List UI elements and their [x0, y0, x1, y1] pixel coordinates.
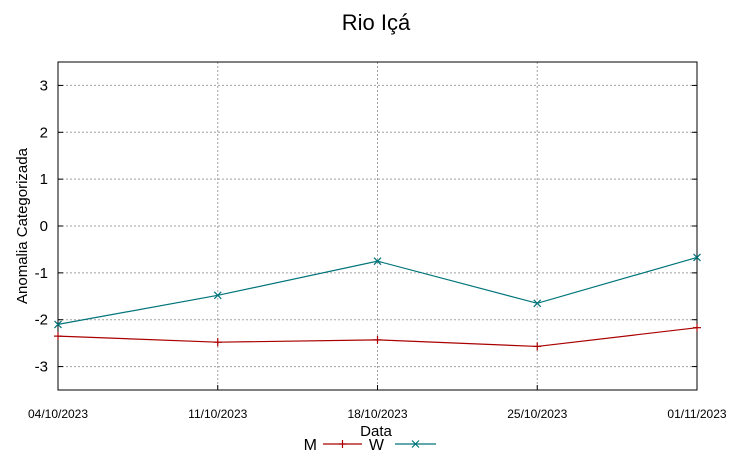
x-ticks: 04/10/2023 11/10/2023 18/10/2023 25/10/2023… [28, 385, 727, 421]
x-tick-label: 11/10/2023 [188, 407, 247, 421]
data-point-W [373, 257, 382, 266]
data-point-W [533, 299, 542, 308]
data-point-W [213, 291, 222, 300]
legend-label-W: W [369, 437, 385, 454]
data-point-W [693, 253, 701, 262]
y-tick-label: -2 [35, 312, 48, 329]
grid-layer [58, 62, 697, 390]
y-tick-label: 3 [40, 77, 48, 94]
x-tick-label: 18/10/2023 [347, 407, 407, 421]
y-tick-label: -1 [35, 265, 48, 282]
legend-marker-M [338, 440, 347, 448]
data-point-M [533, 342, 542, 351]
chart-title: Rio Içá [342, 10, 411, 35]
legend-label-M: M [304, 437, 317, 454]
data-point-M [693, 323, 701, 332]
data-point-W [54, 320, 62, 329]
series-layer [54, 253, 701, 351]
x-tick-label: 01/11/2023 [667, 407, 726, 421]
x-tick-label: 25/10/2023 [507, 407, 567, 421]
x-tick-label: 04/10/2023 [28, 407, 88, 421]
y-tick-label: 0 [40, 218, 48, 235]
legend-marker-W [411, 440, 420, 448]
x-axis-label: Data [360, 423, 392, 440]
y-axis-label: Anomalia Categorizada [14, 147, 31, 304]
data-point-M [54, 332, 62, 341]
y-tick-label: 2 [40, 124, 48, 141]
y-tick-label: 1 [40, 171, 48, 188]
data-point-M [213, 338, 222, 347]
y-ticks: 3 2 1 0 -1 -2 -3 [35, 77, 697, 376]
y-tick-label: -3 [35, 359, 48, 376]
data-point-M [373, 335, 382, 344]
